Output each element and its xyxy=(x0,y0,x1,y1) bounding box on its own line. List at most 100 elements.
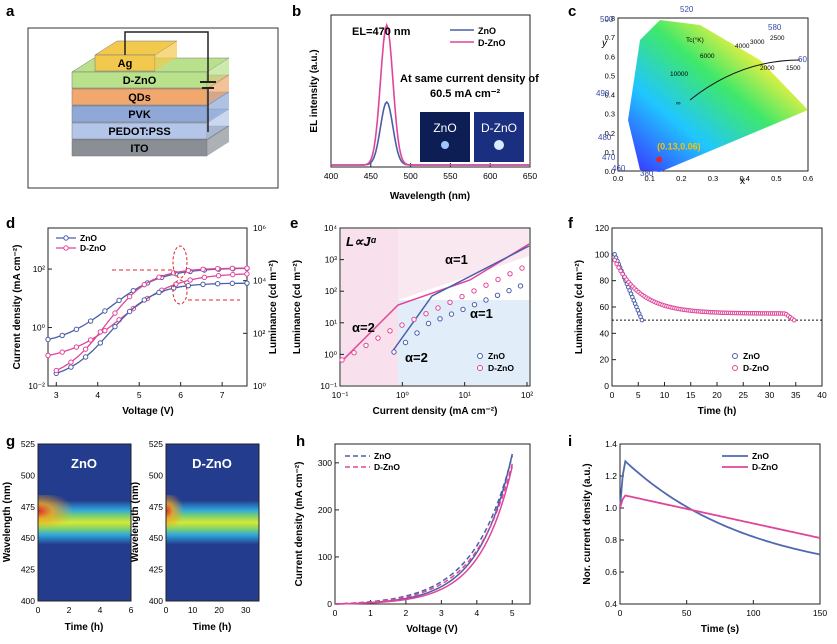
g-ytick-label: 500 xyxy=(149,470,163,480)
d-dzno-lum-point xyxy=(229,265,236,272)
e-alpha-4: α=2 xyxy=(405,350,428,365)
e-ytick-label: 10⁴ xyxy=(324,223,337,233)
e-zno-point xyxy=(494,292,501,298)
circuit-wire xyxy=(124,31,209,82)
b-condition-line1: At same current density of xyxy=(400,73,539,85)
i-legend-label-0: ZnO xyxy=(752,451,769,461)
e-ytick-label: 10¹ xyxy=(325,318,337,328)
f-ytick-label: 120 xyxy=(595,223,609,233)
h-legend-label-1: D-ZnO xyxy=(374,462,400,472)
e-dzno-point xyxy=(423,311,429,317)
f-dzno-point xyxy=(612,257,617,263)
e-zno-point xyxy=(460,306,466,313)
d-xtick-label: 7 xyxy=(220,390,225,400)
plot-g: 0 2 4 6 400 425 450 475 500 525 0 10 20 30 400 425 450 47… xyxy=(21,439,251,615)
e-dzno-point xyxy=(363,342,369,349)
d-xtick-label: 3 xyxy=(54,390,59,400)
c-ytick-label: 0.7 xyxy=(605,33,615,42)
d-dzno-lum-point xyxy=(126,293,133,300)
plot-frame-f xyxy=(611,227,823,387)
plot-frame-d xyxy=(47,227,248,387)
c-planck-label: Tc(°K) xyxy=(686,36,704,44)
f-ytick-label: 20 xyxy=(600,355,610,365)
h-ytick-label: 100 xyxy=(318,552,332,562)
f-xtick-label: 35 xyxy=(791,390,801,400)
g-ytick-label: 475 xyxy=(21,502,35,512)
b-photo-dzno-spot xyxy=(494,140,504,150)
d-ellipse-2 xyxy=(172,279,188,305)
h-ytick-label: 200 xyxy=(318,505,332,515)
g-xtick-label: 0 xyxy=(36,605,41,615)
f-ytick-label: 60 xyxy=(600,302,610,312)
i-ytick-label: 0.8 xyxy=(605,535,617,545)
c-xtick-label: 0.1 xyxy=(644,174,654,183)
c-wavelength-label: 460 xyxy=(612,164,626,173)
d-xtick-label: 4 xyxy=(95,390,100,400)
e-zno-point xyxy=(448,311,455,317)
d-zno-lum-point xyxy=(214,281,221,287)
d-zno-lum-point xyxy=(68,364,74,370)
f-dzno-point xyxy=(791,317,797,323)
d-zno-lum-point xyxy=(185,282,192,289)
f-xtick-label: 5 xyxy=(636,390,641,400)
g-ytick-label: 425 xyxy=(21,565,35,575)
g-ytick-label: 525 xyxy=(21,439,35,449)
i-ytick-label: 1.4 xyxy=(605,439,617,449)
e-legend-marker-0 xyxy=(477,353,483,359)
g-ytick-label: 400 xyxy=(149,596,163,606)
c-planck-label: 6000 xyxy=(700,53,715,60)
b-xlabel: Wavelength (nm) xyxy=(390,191,470,202)
d-dzno-current-point xyxy=(73,344,80,350)
e-region-pink-2 xyxy=(398,229,529,300)
b-condition-line2: 60.5 mA cm⁻² xyxy=(430,88,501,100)
e-ytick-label: 10³ xyxy=(325,255,337,265)
c-point-label: (0.13,0.06) xyxy=(657,142,701,152)
d-ytick-label: 10⁻² xyxy=(28,381,45,391)
panel-f: f 0 5 10 15 20 25 30 35 40 0 20 40 60 80 100 120 ZnO D-Zn… xyxy=(568,215,827,417)
c-ytick-label: 0.0 xyxy=(605,167,615,176)
e-dzno-point xyxy=(339,357,345,363)
d-zno-lum-point xyxy=(229,280,236,287)
e-zno-point xyxy=(391,349,397,355)
g-heatmap-zno-hot xyxy=(38,495,98,527)
plot-frame-e xyxy=(339,227,531,387)
e-dzno-point xyxy=(411,316,417,323)
e-region-pink xyxy=(341,229,398,385)
b-series-1 xyxy=(331,22,530,166)
c-planck-label: 4000 xyxy=(735,43,750,50)
g-ylabel-2: Wavelength (nm) xyxy=(130,482,141,562)
e-dzno-point xyxy=(495,276,501,283)
e-dzno-point xyxy=(507,271,513,277)
h-ytick-label: 0 xyxy=(327,599,332,609)
f-ytick-label: 100 xyxy=(595,249,609,259)
d-dzno-current-point xyxy=(230,271,236,278)
d-zno-current-point xyxy=(45,336,51,343)
c-planck-label: 10000 xyxy=(670,71,688,78)
e-dzno-point xyxy=(447,299,453,305)
d-dzno-lum-point xyxy=(200,266,206,273)
e-dzno-point xyxy=(399,322,405,328)
panel-label-i: i xyxy=(568,433,572,450)
c-point xyxy=(656,156,663,163)
d-ylabel: Current density (mA cm⁻²) xyxy=(12,245,23,370)
i-zno-curve xyxy=(619,459,821,556)
i-legend-label-1: D-ZnO xyxy=(752,462,778,472)
b-legend-label-0: ZnO xyxy=(478,26,496,36)
d-zno-lum-point xyxy=(141,297,148,303)
f-ytick-label: 40 xyxy=(600,328,610,338)
h-xtick-label: 0 xyxy=(333,608,338,618)
e-dzno-point xyxy=(435,305,441,311)
g-xlabel-zno: Time (h) xyxy=(65,622,104,633)
i-ytick-label: 1.0 xyxy=(605,503,617,513)
layer-label-3: PVK xyxy=(128,109,151,121)
g-ytick-label: 400 xyxy=(21,596,35,606)
d-zno-lum-point xyxy=(244,280,250,286)
g-xtick-label: 0 xyxy=(164,605,169,615)
d-dzno-current-point xyxy=(201,274,208,281)
g-ytick-label: 500 xyxy=(21,470,35,480)
layer-label-4: PEDOT:PSS xyxy=(108,126,170,138)
c-planck-label: 2000 xyxy=(760,65,775,72)
